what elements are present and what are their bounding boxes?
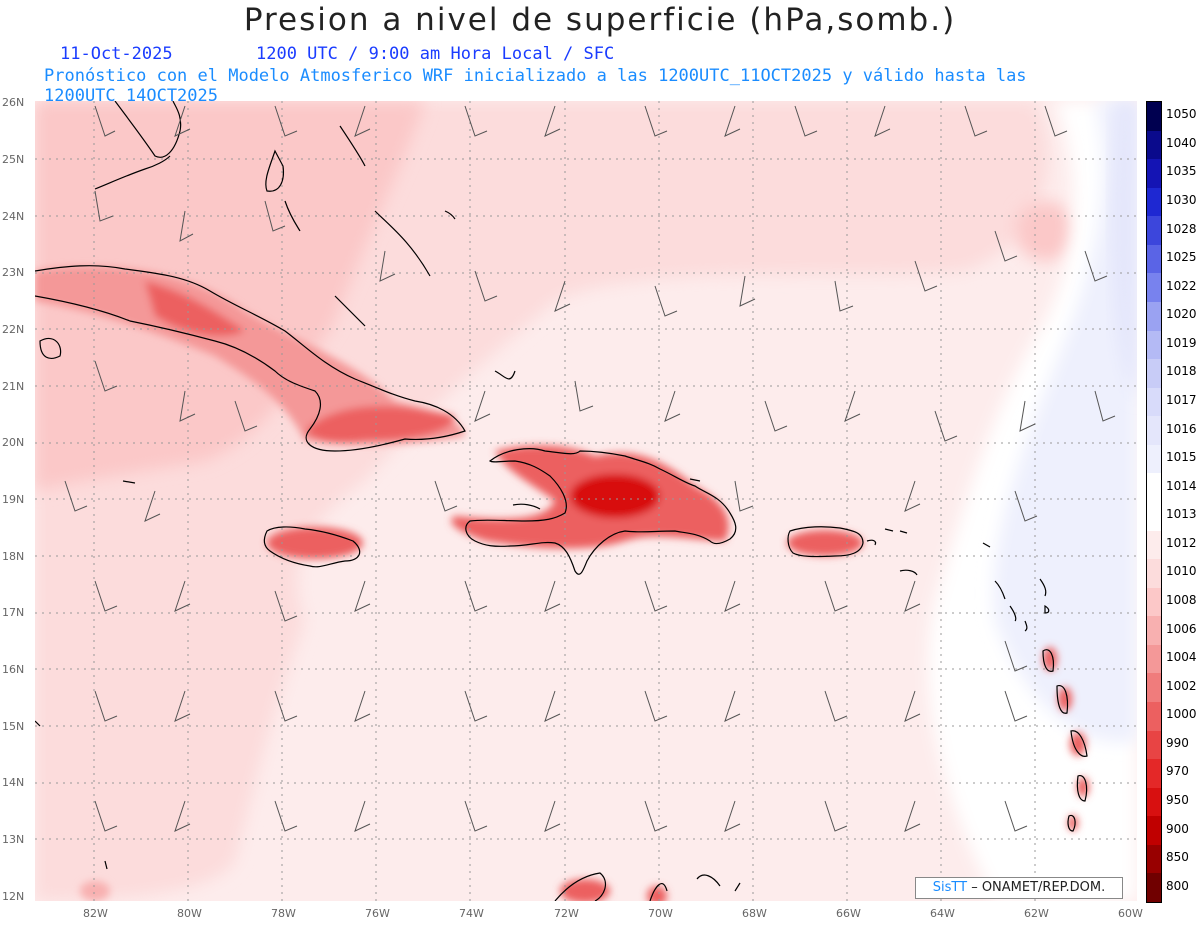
- lat-label-22n: 22N: [2, 323, 25, 336]
- lat-label-16n: 16N: [2, 663, 25, 676]
- colorbar-cell: [1147, 673, 1161, 703]
- colorbar-cell: [1147, 702, 1161, 731]
- colorbar-cell: [1147, 787, 1161, 817]
- colorbar-cell: [1147, 444, 1161, 474]
- colorbar-label: 1022: [1166, 278, 1197, 293]
- colorbar-label: 1014: [1166, 478, 1197, 493]
- colorbar-label: 1020: [1166, 307, 1197, 322]
- colorbar-cell: [1147, 759, 1161, 789]
- lat-label-13n: 13N: [2, 833, 25, 846]
- pressure-1008-zone: [35, 101, 425, 491]
- lat-label-17n: 17N: [2, 606, 25, 619]
- colorbar-label: 1019: [1166, 335, 1197, 350]
- colorbar-label: 1004: [1166, 650, 1197, 665]
- colorbar-label: 1006: [1166, 621, 1197, 636]
- colorbar-label: 1010: [1166, 564, 1197, 579]
- colorbar-cell: [1147, 473, 1161, 503]
- lat-label-23n: 23N: [2, 266, 25, 279]
- colorbar-cell: [1147, 873, 1161, 903]
- colorbar-label: 1015: [1166, 450, 1197, 465]
- forecast-info: Pronóstico con el Modelo Atmosferico WRF…: [44, 66, 1027, 106]
- colorbar-cell: [1147, 730, 1161, 760]
- colorbar-label: 850: [1166, 850, 1189, 865]
- lat-label-20n: 20N: [2, 436, 25, 449]
- lon-label-60w: 60W: [1118, 907, 1143, 920]
- lon-label-70w: 70W: [648, 907, 673, 920]
- colorbar-label: 950: [1166, 793, 1189, 807]
- colorbar-cell: [1147, 159, 1161, 189]
- lon-label-82w: 82W: [83, 907, 108, 920]
- map-title: Presion a nivel de superficie (hPa,somb.…: [243, 2, 957, 38]
- lat-label-25n: 25N: [2, 153, 25, 166]
- colorbar-cell: [1147, 102, 1161, 131]
- lon-label-74w: 74W: [459, 907, 484, 920]
- lon-label-62w: 62W: [1024, 907, 1049, 920]
- lat-label-15n: 15N: [2, 720, 25, 733]
- colorbar-label: 1012: [1166, 535, 1197, 550]
- lon-label-64w: 64W: [930, 907, 955, 920]
- colorbar-cell: [1147, 187, 1161, 217]
- colorbar-cell: [1147, 530, 1161, 560]
- colorbar-label: 900: [1166, 821, 1189, 836]
- wind-barbs: [64, 105, 1116, 832]
- colorbar-cell: [1147, 216, 1161, 246]
- pressure-1015-zone: [993, 101, 1137, 743]
- credit-text: – ONAMET/REP.DOM.: [967, 880, 1106, 895]
- colorbar-label: 1013: [1166, 507, 1197, 522]
- lat-label-19n: 19N: [2, 493, 25, 506]
- colorbar-label: 1028: [1166, 221, 1197, 236]
- colorbar-label: 1035: [1166, 164, 1197, 179]
- colorbar-cell: [1147, 302, 1161, 331]
- credit-box: SisTT – ONAMET/REP.DOM.: [915, 877, 1123, 899]
- colorbar-cell: [1147, 644, 1161, 674]
- lon-label-72w: 72W: [554, 907, 579, 920]
- lon-label-66w: 66W: [836, 907, 861, 920]
- colorbar-label: 1016: [1166, 421, 1197, 436]
- colorbar-label: 1025: [1166, 250, 1197, 265]
- colorbar-label: 1000: [1166, 707, 1197, 722]
- coastlines: [35, 101, 1088, 901]
- colorbar-cell: [1147, 616, 1161, 646]
- colorbar-cell: [1147, 330, 1161, 360]
- colorbar-label: 970: [1166, 764, 1189, 779]
- colorbar-cell: [1147, 416, 1161, 446]
- pressure-1008-cell: [1015, 201, 1075, 261]
- lat-label-24n: 24N: [2, 210, 25, 223]
- colorbar-label: 1018: [1166, 364, 1197, 379]
- colorbar-label: 1050: [1166, 107, 1197, 122]
- lat-label-21n: 21N: [2, 380, 25, 393]
- colorbar-cell: [1147, 359, 1161, 389]
- colorbar-cell: [1147, 587, 1161, 617]
- lat-label-12n: 12N: [2, 890, 25, 903]
- time-info: 1200 UTC / 9:00 am Hora Local / SFC: [256, 44, 615, 64]
- sistt-logo: SisTT: [932, 880, 968, 895]
- colorbar-label: 1030: [1166, 193, 1197, 207]
- colorbar-cell: [1147, 387, 1161, 417]
- colorbar-label: 1040: [1166, 135, 1197, 150]
- lon-label-80w: 80W: [177, 907, 202, 920]
- pressure-map: [35, 101, 1137, 901]
- pressure-colorbar: [1146, 101, 1162, 903]
- graticule: [35, 101, 1137, 901]
- colorbar-cell: [1147, 273, 1161, 303]
- colorbar-label: 800: [1166, 878, 1189, 893]
- colorbar-label: 1017: [1166, 393, 1197, 407]
- lon-label-78w: 78W: [271, 907, 296, 920]
- colorbar-cell: [1147, 816, 1161, 846]
- lat-label-18n: 18N: [2, 550, 25, 563]
- lon-label-76w: 76W: [365, 907, 390, 920]
- date-label: 11-Oct-2025: [60, 44, 173, 64]
- colorbar-cell: [1147, 244, 1161, 274]
- colorbar-label: 1002: [1166, 678, 1197, 693]
- lat-label-26n: 26N: [2, 96, 25, 109]
- lon-label-68w: 68W: [742, 907, 767, 920]
- pressure-1016-zone: [1111, 101, 1137, 401]
- colorbar-cell: [1147, 502, 1161, 531]
- colorbar-cell: [1147, 559, 1161, 589]
- colorbar-cell: [1147, 130, 1161, 160]
- colorbar-cell: [1147, 844, 1161, 874]
- lat-label-14n: 14N: [2, 776, 25, 789]
- colorbar-label: 1008: [1166, 593, 1197, 607]
- colorbar-label: 990: [1166, 735, 1189, 750]
